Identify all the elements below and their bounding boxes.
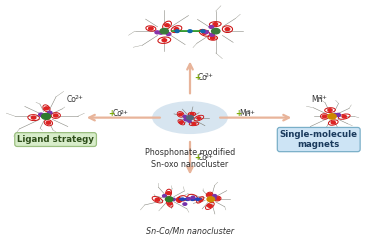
Circle shape (165, 24, 169, 27)
Text: Mn: Mn (311, 95, 323, 104)
Circle shape (210, 33, 214, 36)
Circle shape (188, 120, 191, 122)
Circle shape (54, 114, 58, 117)
Circle shape (155, 31, 160, 34)
Circle shape (328, 114, 336, 119)
Circle shape (41, 113, 51, 119)
Circle shape (39, 113, 43, 116)
Circle shape (215, 197, 220, 200)
Circle shape (40, 114, 45, 117)
Circle shape (207, 204, 212, 207)
Text: 2+: 2+ (204, 74, 213, 78)
Circle shape (204, 31, 208, 34)
Circle shape (207, 197, 215, 202)
Circle shape (328, 109, 332, 111)
Circle shape (158, 31, 163, 34)
Circle shape (179, 121, 183, 123)
Text: +: + (194, 153, 200, 162)
Circle shape (48, 111, 52, 114)
Circle shape (44, 107, 49, 110)
Circle shape (188, 30, 192, 33)
Circle shape (191, 198, 195, 200)
Text: Single-molecule
magnets: Single-molecule magnets (280, 130, 358, 149)
Circle shape (185, 198, 189, 200)
Circle shape (162, 39, 166, 42)
Circle shape (184, 119, 187, 121)
Text: 2+: 2+ (74, 95, 83, 100)
Circle shape (336, 114, 340, 117)
Circle shape (163, 195, 166, 197)
Text: Co: Co (67, 95, 77, 104)
Text: 2+: 2+ (247, 110, 256, 115)
Text: Sn-Co/Mn nanocluster: Sn-Co/Mn nanocluster (146, 226, 234, 235)
Circle shape (166, 192, 171, 195)
Text: Mn: Mn (239, 110, 251, 119)
Text: 2+: 2+ (319, 95, 328, 100)
Text: Co: Co (198, 73, 207, 82)
Circle shape (46, 121, 51, 124)
Text: 2+: 2+ (204, 154, 213, 159)
Circle shape (160, 28, 168, 34)
Text: Co: Co (112, 110, 122, 119)
Circle shape (209, 25, 214, 28)
Text: +: + (194, 73, 200, 82)
Circle shape (213, 23, 218, 26)
Circle shape (177, 198, 181, 201)
Circle shape (323, 115, 327, 118)
Circle shape (166, 33, 171, 36)
Text: Phosphonate modified
Sn-oxo nanocluster: Phosphonate modified Sn-oxo nanocluster (145, 148, 235, 169)
Text: +: + (109, 110, 115, 119)
Circle shape (342, 115, 346, 118)
Text: Co: Co (198, 153, 207, 162)
Circle shape (190, 113, 194, 115)
Circle shape (211, 37, 215, 39)
Circle shape (197, 117, 201, 119)
Circle shape (183, 115, 187, 118)
Circle shape (168, 202, 172, 205)
Circle shape (191, 196, 195, 199)
Circle shape (187, 115, 193, 120)
Circle shape (175, 30, 179, 33)
Circle shape (196, 198, 200, 200)
Circle shape (225, 28, 230, 31)
Circle shape (149, 27, 153, 30)
Circle shape (155, 198, 160, 201)
Circle shape (331, 121, 335, 124)
Circle shape (212, 28, 220, 34)
Circle shape (174, 28, 179, 31)
Circle shape (171, 198, 175, 201)
Circle shape (207, 193, 212, 196)
Text: +: + (236, 110, 242, 119)
Circle shape (213, 195, 217, 197)
Circle shape (333, 113, 337, 116)
Circle shape (201, 30, 205, 33)
Circle shape (32, 116, 36, 119)
Ellipse shape (152, 101, 228, 134)
Circle shape (336, 113, 340, 116)
Circle shape (187, 197, 191, 200)
Text: 2+: 2+ (119, 110, 128, 115)
Circle shape (180, 198, 184, 200)
Circle shape (192, 123, 196, 125)
Text: Ligand strategy: Ligand strategy (17, 135, 94, 144)
Circle shape (212, 197, 216, 199)
Circle shape (198, 198, 203, 201)
Circle shape (165, 197, 173, 202)
Circle shape (179, 113, 182, 116)
Circle shape (202, 31, 207, 34)
Circle shape (183, 203, 187, 205)
